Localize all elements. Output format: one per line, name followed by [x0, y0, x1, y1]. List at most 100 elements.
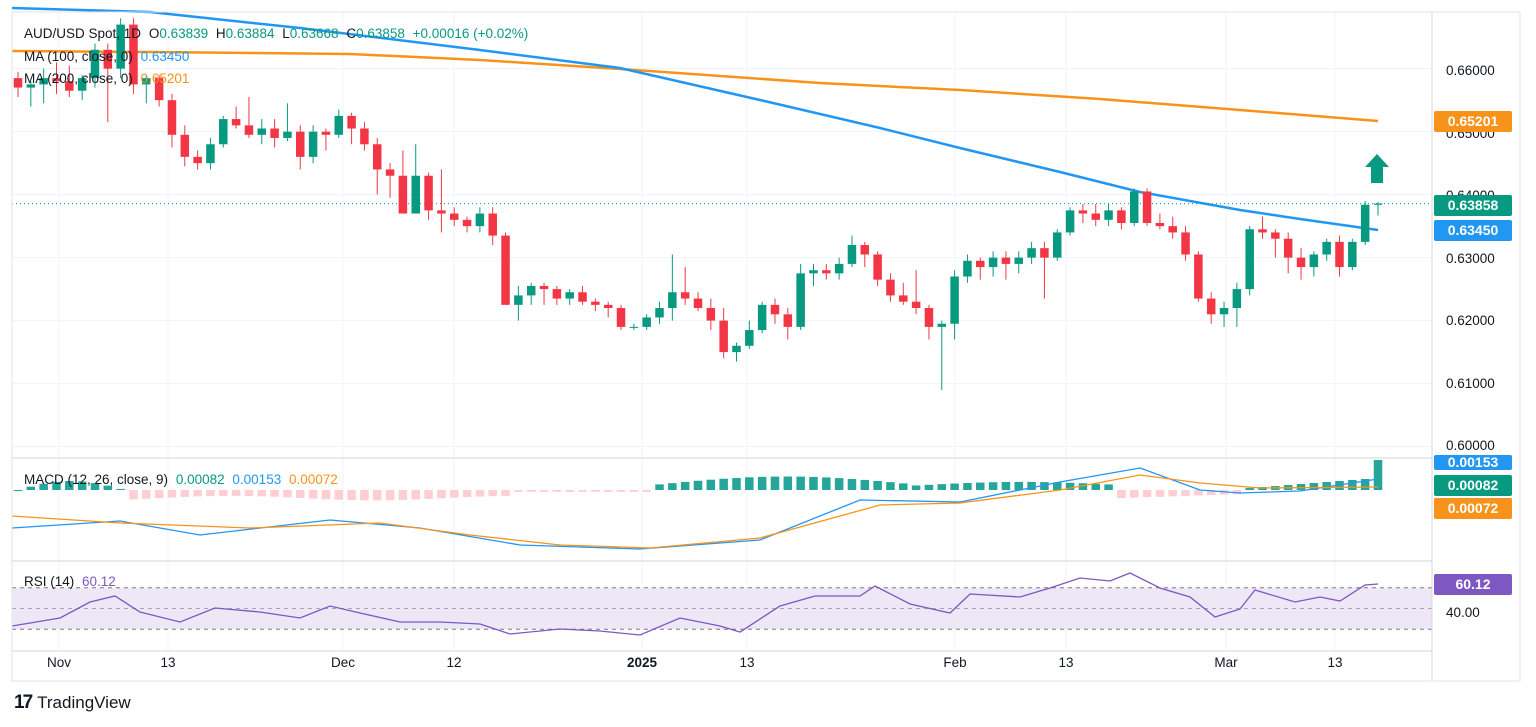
- tradingview-brand[interactable]: 17 TradingView: [14, 692, 131, 714]
- macd-histogram-bar: [65, 481, 74, 490]
- candle: [154, 74, 164, 107]
- candle-body: [668, 292, 677, 308]
- macd-histogram-bar: [706, 479, 716, 490]
- candle-body: [1014, 257, 1024, 264]
- ma100-price-tag: 0.63450: [1434, 220, 1512, 241]
- candle: [424, 172, 433, 220]
- up-arrow-icon: [1365, 154, 1389, 183]
- macd-histogram-bar: [308, 490, 318, 499]
- candle: [1271, 229, 1280, 258]
- candle-body: [154, 78, 164, 101]
- candle-body: [655, 308, 664, 318]
- candle-body: [1335, 241, 1344, 268]
- candle: [1129, 188, 1139, 227]
- ma200-legend[interactable]: MA (200, close, 0) 0.65201: [24, 71, 193, 86]
- candle-body: [257, 128, 267, 135]
- candle-body: [976, 260, 985, 268]
- macd-histogram-bar: [514, 490, 523, 492]
- rsi-line: [11, 572, 1379, 636]
- candle-body: [706, 308, 716, 321]
- ohlc-o-label: O: [148, 26, 160, 41]
- candle-body: [693, 298, 703, 308]
- candle: [257, 119, 267, 145]
- candle-body: [1245, 229, 1254, 290]
- macd-histogram-bar: [167, 490, 177, 498]
- macd-histogram-bar: [745, 477, 754, 490]
- candle-body: [372, 144, 382, 170]
- candle: [655, 301, 664, 324]
- macd-histogram-bar: [116, 488, 125, 490]
- candle-body: [283, 131, 292, 138]
- macd-histogram-bar: [1181, 490, 1190, 496]
- ohlc-l-label: L: [282, 26, 290, 41]
- candle-body: [1027, 248, 1036, 258]
- ma100-legend[interactable]: MA (100, close, 0) 0.63450: [24, 49, 193, 64]
- macd-histogram-bar: [1104, 484, 1113, 490]
- macd-legend[interactable]: MACD (12, 26, close, 9) 0.00082 0.00153 …: [24, 472, 342, 487]
- macd-histogram-bar: [334, 490, 344, 500]
- candle-body: [757, 304, 767, 331]
- candle: [924, 304, 934, 340]
- candle-body: [834, 263, 844, 274]
- candle: [706, 298, 716, 331]
- candle: [809, 263, 818, 286]
- rsi-value: 60.12: [82, 574, 116, 589]
- price-axis-label: 0.63000: [1446, 251, 1495, 266]
- candle: [347, 112, 356, 145]
- candle: [1168, 216, 1177, 239]
- macd-histogram-bar: [270, 490, 279, 497]
- candle: [360, 122, 369, 151]
- candle: [385, 163, 395, 198]
- time-axis-label: 13: [1327, 655, 1343, 670]
- candle-body: [52, 78, 61, 82]
- macd-histogram-bar: [847, 478, 857, 490]
- macd-histogram-bar: [668, 483, 677, 490]
- macd-histogram-bar: [860, 479, 870, 490]
- candle-body: [1181, 232, 1190, 255]
- candle-body: [526, 285, 536, 296]
- macd-histogram-bar: [693, 480, 703, 490]
- candle: [1014, 251, 1024, 274]
- candle-body: [988, 257, 998, 268]
- macd-histogram-bar: [257, 490, 267, 497]
- candle-body: [783, 314, 793, 327]
- rsi-legend[interactable]: RSI (14) 60.12: [24, 574, 120, 589]
- macd-signal-tag: 0.00072: [1434, 498, 1512, 519]
- macd-histogram-bar: [988, 482, 998, 490]
- candle-body: [385, 169, 395, 176]
- price-legend: AUD/USD Spot, 1D O0.63839 H0.63884 L0.63…: [24, 26, 532, 41]
- candle: [693, 292, 703, 312]
- candle-body: [1283, 238, 1293, 258]
- macd-hist-tag: 0.00082: [1434, 475, 1512, 496]
- candle-body: [308, 131, 318, 157]
- candle: [1052, 229, 1062, 261]
- candle: [552, 285, 562, 305]
- candle: [270, 119, 279, 148]
- candle: [283, 103, 292, 142]
- ma100-label: MA (100, close, 0): [24, 49, 133, 64]
- candles: [13, 18, 1383, 390]
- candle: [937, 320, 947, 390]
- candle: [206, 137, 215, 170]
- symbol-label[interactable]: AUD/USD Spot, 1D: [24, 26, 142, 41]
- macd-histogram-bar: [809, 476, 818, 490]
- macd-histogram-bar: [1142, 490, 1152, 498]
- pane-frame: [11, 11, 1521, 682]
- macd-histogram-bar: [1309, 483, 1319, 490]
- macd-histogram-bar: [796, 476, 805, 490]
- macd-histogram-bar: [321, 490, 331, 500]
- candle: [1078, 204, 1088, 223]
- price-axis-label: 0.60000: [1446, 438, 1495, 453]
- candle: [501, 232, 510, 305]
- candle: [514, 285, 523, 321]
- candle-body: [231, 119, 241, 126]
- candle: [193, 150, 202, 170]
- candle-body: [1271, 232, 1280, 239]
- candle: [13, 71, 23, 98]
- macd-histogram-bar: [616, 490, 626, 492]
- candle: [860, 241, 870, 268]
- candle-body: [1129, 191, 1139, 223]
- candle: [578, 285, 587, 305]
- tradingview-logo-icon: 17: [14, 692, 33, 713]
- macd-histogram-bar: [52, 481, 61, 490]
